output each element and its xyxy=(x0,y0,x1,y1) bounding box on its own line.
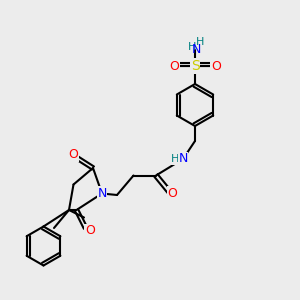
Text: O: O xyxy=(168,187,177,200)
Text: H: H xyxy=(196,37,205,47)
Text: N: N xyxy=(178,152,188,166)
Text: H: H xyxy=(171,154,180,164)
Text: O: O xyxy=(211,59,221,73)
Text: O: O xyxy=(69,148,78,161)
Text: O: O xyxy=(85,224,95,238)
Text: H: H xyxy=(188,41,196,52)
Text: S: S xyxy=(190,59,200,73)
Text: O: O xyxy=(169,59,179,73)
Text: N: N xyxy=(97,187,107,200)
Text: N: N xyxy=(192,43,201,56)
